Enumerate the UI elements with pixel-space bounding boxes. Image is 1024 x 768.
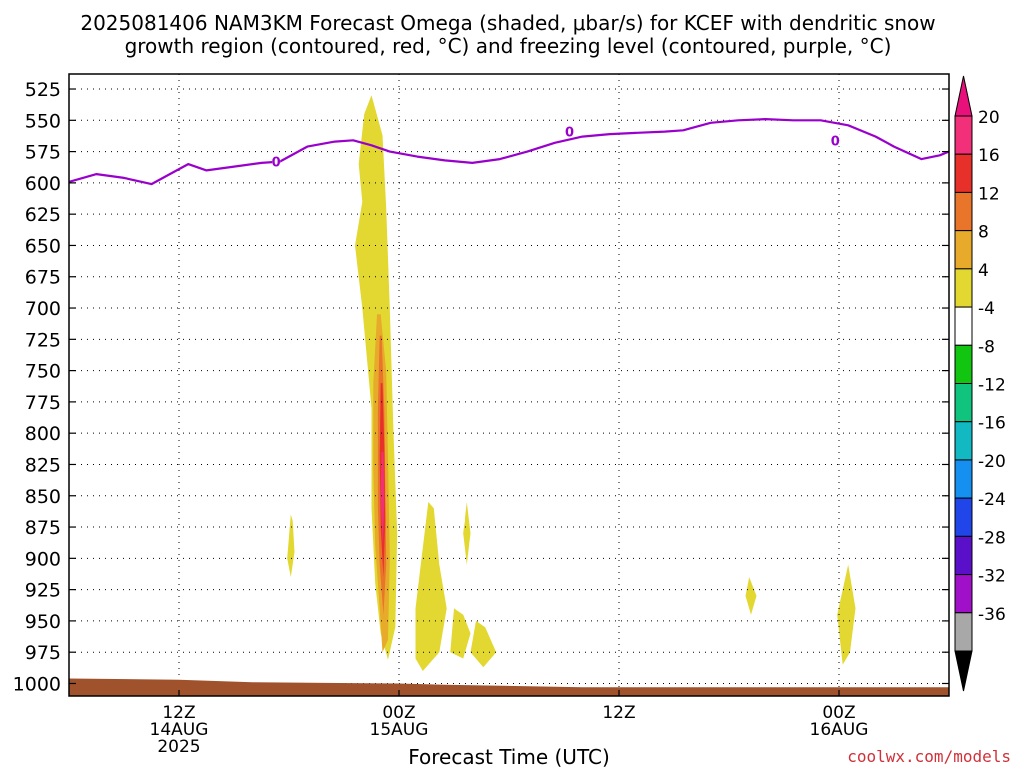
- y-axis: 525 550 575 600 625 650 675 700 725 750 775 800 825 8…: [13, 79, 949, 695]
- omega-region-15: [883, 577, 931, 675]
- colorbar-legend: 20 16 12 8 4 -4 -8 -12 -16 -20 -24 -28 -32 -36: [954, 75, 1006, 692]
- y-tick-label-725: 725: [25, 329, 61, 351]
- x-tick-label-48-1: 16AUG: [810, 720, 869, 740]
- terrain-area: [69, 678, 949, 696]
- colorbar-label-11: -28: [978, 528, 1006, 548]
- freezing-label-0: 0: [272, 156, 281, 171]
- omega-region-14: [855, 508, 876, 571]
- y-tick-label-775: 775: [25, 392, 61, 414]
- colorbar-cell-5: [954, 306, 973, 346]
- y-tick-label-825: 825: [25, 454, 61, 476]
- omega-region-11: [565, 577, 583, 599]
- omega-region-12: [745, 577, 757, 615]
- colorbar-label-13: -36: [978, 605, 1006, 625]
- omega-region-5: [415, 502, 447, 671]
- colorbar-label-10: -24: [978, 490, 1006, 510]
- colorbar-cell-4: [954, 268, 973, 308]
- x-tick-label-36-0: 12Z: [602, 703, 635, 723]
- y-tick-label-550: 550: [25, 110, 61, 132]
- y-tick-label-800: 800: [25, 423, 61, 445]
- omega-region-4: [380, 452, 385, 546]
- freezing-label-2: 0: [831, 134, 840, 149]
- colorbar-label-8: -16: [978, 414, 1006, 434]
- title-line-1: 2025081406 NAM3KM Forecast Omega (shaded…: [80, 11, 935, 35]
- freezing-level-line: [69, 117, 949, 186]
- y-tick-label-575: 575: [25, 142, 61, 164]
- omega-shading: [287, 95, 931, 675]
- x-tick-label-24-0: 00Z: [382, 703, 415, 723]
- freezing-level-contour: 0 0 0: [69, 117, 949, 186]
- y-tick-label-700: 700: [25, 298, 61, 320]
- colorbar-cell-13: [954, 612, 973, 652]
- freezing-label-bg-2: [831, 133, 840, 147]
- colorbar-label-5: -4: [978, 299, 995, 319]
- omega-region-7: [470, 620, 497, 668]
- y-tick-label-925: 925: [25, 580, 61, 602]
- colorbar-cell-12: [954, 574, 973, 614]
- x-axis-label: Forecast Time (UTC): [408, 745, 610, 768]
- colorbar-label-2: 12: [978, 184, 1000, 204]
- freezing-label-bg-0: [272, 154, 281, 168]
- x-tick-label-48-0: 00Z: [822, 703, 855, 723]
- colorbar-cell-9: [954, 459, 973, 499]
- x-tick-label-12-2: 2025: [157, 737, 200, 757]
- plot-frame: [68, 73, 950, 697]
- colorbar-cell-3: [954, 230, 973, 270]
- y-tick-label-950: 950: [25, 611, 61, 633]
- x-tick-label-12-1: 14AUG: [150, 720, 209, 740]
- colorbar-label-1: 16: [978, 146, 1000, 166]
- colorbar-cell-7: [954, 383, 973, 423]
- colorbar-bottom-arrow: [954, 650, 973, 692]
- omega-region-9: [287, 514, 295, 578]
- y-tick-label-750: 750: [25, 361, 61, 383]
- freezing-label-1: 0: [565, 126, 574, 141]
- freezing-label-bg-1: [565, 124, 574, 138]
- y-tick-label-875: 875: [25, 517, 61, 539]
- colorbar-label-3: 8: [978, 223, 989, 243]
- colorbar-cell-10: [954, 497, 973, 537]
- x-tick-label-12-0: 12Z: [162, 703, 195, 723]
- y-tick-label-850: 850: [25, 486, 61, 508]
- plot-background: [69, 74, 949, 696]
- omega-region-8: [463, 502, 471, 565]
- y-tick-label-675: 675: [25, 267, 61, 289]
- y-tick-label-600: 600: [25, 173, 61, 195]
- title-line-2: growth region (contoured, red, °C) and f…: [125, 34, 892, 58]
- y-tick-label-975: 975: [25, 642, 61, 664]
- colorbar-label-12: -32: [978, 567, 1006, 587]
- colorbar-cell-11: [954, 535, 973, 576]
- colorbar-label-6: -8: [978, 337, 995, 357]
- x-tick-label-24-1: 15AUG: [370, 720, 429, 740]
- credit-text: coolwx.com/models: [847, 747, 1011, 766]
- colorbar-top-arrow: [954, 75, 973, 117]
- y-tick-label-1000: 1000: [13, 673, 61, 695]
- colorbar-cell-1: [954, 153, 973, 193]
- colorbar-cell-6: [954, 344, 973, 384]
- y-tick-label-525: 525: [25, 79, 61, 101]
- colorbar-label-9: -20: [978, 452, 1006, 472]
- colorbar-label-0: 20: [978, 108, 1000, 128]
- colorbar-label-7: -12: [978, 376, 1006, 396]
- colorbar-cell-2: [954, 191, 973, 232]
- surface-terrain: [69, 678, 949, 696]
- y-tick-label-650: 650: [25, 235, 61, 257]
- y-tick-label-625: 625: [25, 204, 61, 226]
- colorbar-cell-8: [954, 421, 973, 461]
- chart-title: 2025081406 NAM3KM Forecast Omega (shaded…: [80, 11, 935, 58]
- y-tick-label-900: 900: [25, 548, 61, 570]
- colorbar-label-4: 4: [978, 261, 989, 281]
- omega-region-13: [837, 564, 856, 665]
- colorbar-cell-0: [954, 115, 973, 155]
- omega-region-10: [455, 477, 465, 553]
